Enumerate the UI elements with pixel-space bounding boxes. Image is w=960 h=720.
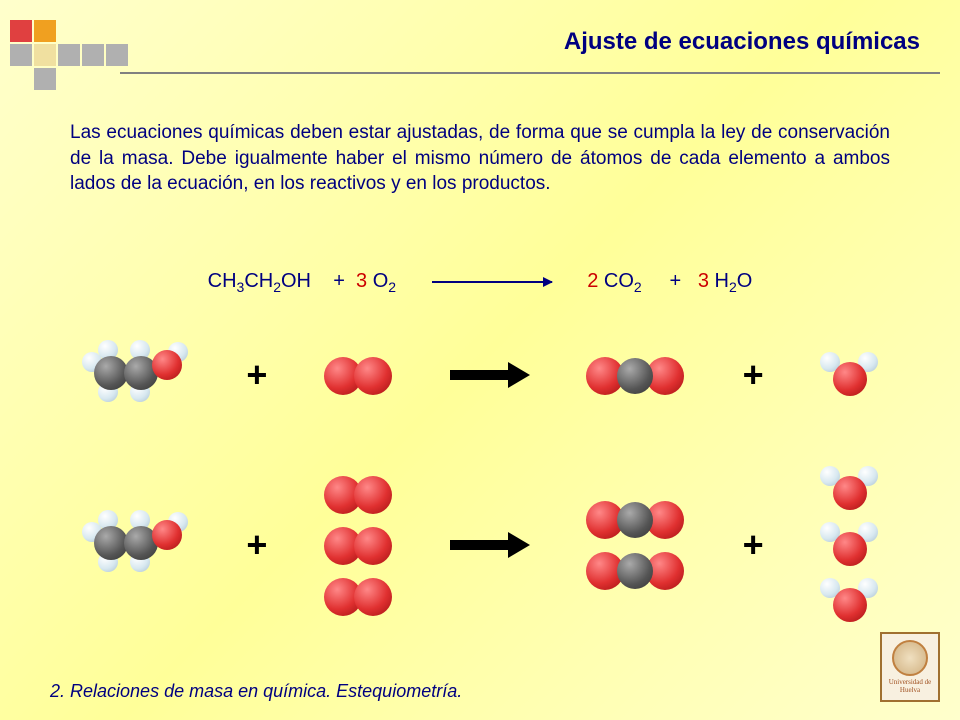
plus-icon: +: [246, 354, 267, 396]
h2o-molecule: [820, 464, 880, 514]
slide-title-area: Ajuste de ecuaciones químicas: [120, 28, 920, 56]
molecule-row-unbalanced: ++: [80, 330, 880, 420]
co2-molecule: [586, 353, 686, 398]
co2-molecule: [586, 497, 686, 542]
plus-sign: +: [670, 270, 682, 292]
university-seal-icon: [892, 640, 928, 676]
molecule-row-balanced: ++: [80, 445, 880, 645]
slide-title: Ajuste de ecuaciones químicas: [120, 28, 920, 56]
reactant-ethanol: CH3CH2OH: [208, 270, 311, 292]
o2-slot: [324, 353, 394, 398]
university-logo: Universidad de Huelva: [880, 632, 940, 702]
h2o-slot: [820, 350, 880, 400]
product-co2: CO2: [604, 270, 642, 292]
co2-slot: [586, 497, 686, 593]
h2o-slot: [820, 464, 880, 626]
ethanol-molecule: [80, 340, 190, 410]
o2-molecule: [324, 353, 394, 398]
coef-co2: 2: [587, 270, 598, 292]
ethanol-slot: [80, 340, 190, 410]
footer-text: 2. Relaciones de masa en química. Estequ…: [50, 681, 462, 702]
arrow-icon: [450, 370, 530, 380]
plus-icon: +: [743, 354, 764, 396]
o2-molecule: [324, 523, 394, 568]
plus-sign: +: [333, 270, 345, 292]
co2-slot: [586, 353, 686, 398]
coef-o2: 3: [356, 270, 367, 292]
co2-molecule: [586, 548, 686, 593]
university-name: Universidad de Huelva: [882, 678, 938, 694]
o2-slot: [324, 472, 394, 619]
product-h2o: H2O: [715, 270, 753, 292]
plus-icon: +: [246, 524, 267, 566]
h2o-molecule: [820, 350, 880, 400]
title-underline: [120, 72, 940, 74]
plus-icon: +: [743, 524, 764, 566]
o2-molecule: [324, 574, 394, 619]
chemical-equation: CH3CH2OH + 3 O2 2 CO2 + 3 H2O: [0, 270, 960, 295]
ethanol-molecule: [80, 510, 190, 580]
coef-h2o: 3: [698, 270, 709, 292]
arrow-icon: [450, 540, 530, 550]
ethanol-slot: [80, 510, 190, 580]
h2o-molecule: [820, 576, 880, 626]
o2-molecule: [324, 472, 394, 517]
reaction-arrow: [432, 281, 552, 283]
reactant-o2: O2: [373, 270, 396, 292]
intro-paragraph: Las ecuaciones químicas deben estar ajus…: [70, 120, 890, 197]
h2o-molecule: [820, 520, 880, 570]
